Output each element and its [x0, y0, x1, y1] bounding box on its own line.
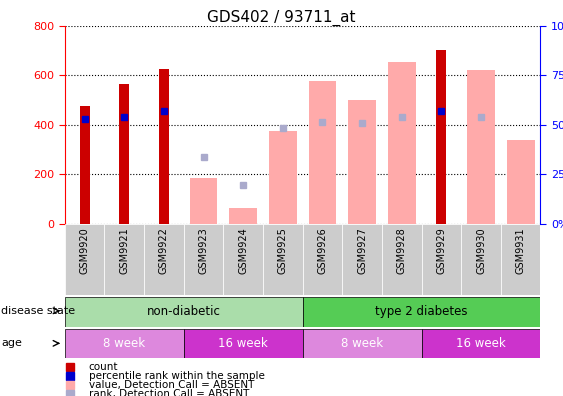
- Bar: [303, 224, 342, 295]
- Text: 8 week: 8 week: [341, 337, 383, 350]
- Text: GSM9925: GSM9925: [278, 227, 288, 274]
- Bar: [342, 224, 382, 295]
- Text: GSM9920: GSM9920: [79, 227, 90, 274]
- Text: disease state: disease state: [1, 306, 75, 316]
- Text: GDS402 / 93711_at: GDS402 / 93711_at: [207, 10, 356, 26]
- Text: GSM9923: GSM9923: [199, 227, 208, 274]
- Text: GSM9930: GSM9930: [476, 227, 486, 274]
- Bar: [309, 82, 336, 224]
- Bar: [65, 329, 184, 358]
- Bar: [303, 329, 422, 358]
- Bar: [507, 139, 534, 224]
- Text: age: age: [1, 338, 22, 348]
- Text: GSM9922: GSM9922: [159, 227, 169, 274]
- Bar: [65, 224, 104, 295]
- Bar: [119, 84, 129, 224]
- Bar: [461, 224, 501, 295]
- Bar: [190, 178, 217, 224]
- Bar: [65, 297, 303, 327]
- Text: GSM9926: GSM9926: [318, 227, 328, 274]
- Bar: [382, 224, 422, 295]
- Bar: [159, 69, 169, 224]
- Bar: [422, 224, 461, 295]
- Bar: [224, 224, 263, 295]
- Bar: [467, 70, 495, 224]
- Bar: [436, 50, 446, 224]
- Text: GSM9928: GSM9928: [397, 227, 406, 274]
- Text: value, Detection Call = ABSENT: value, Detection Call = ABSENT: [88, 380, 254, 390]
- Text: GSM9931: GSM9931: [516, 227, 526, 274]
- Bar: [348, 100, 376, 224]
- Bar: [388, 62, 415, 224]
- Text: type 2 diabetes: type 2 diabetes: [376, 305, 468, 318]
- Bar: [229, 208, 257, 224]
- Text: percentile rank within the sample: percentile rank within the sample: [88, 371, 265, 381]
- Bar: [184, 329, 303, 358]
- Text: GSM9921: GSM9921: [119, 227, 129, 274]
- Text: 8 week: 8 week: [103, 337, 145, 350]
- Bar: [144, 224, 184, 295]
- Text: non-diabetic: non-diabetic: [147, 305, 221, 318]
- Bar: [422, 329, 540, 358]
- Bar: [303, 297, 540, 327]
- Bar: [79, 106, 90, 224]
- Bar: [263, 224, 303, 295]
- Bar: [104, 224, 144, 295]
- Bar: [269, 131, 297, 224]
- Text: GSM9929: GSM9929: [436, 227, 446, 274]
- Text: rank, Detection Call = ABSENT: rank, Detection Call = ABSENT: [88, 389, 249, 396]
- Text: 16 week: 16 week: [456, 337, 506, 350]
- Text: count: count: [88, 362, 118, 372]
- Bar: [184, 224, 224, 295]
- Text: GSM9927: GSM9927: [357, 227, 367, 274]
- Text: 16 week: 16 week: [218, 337, 268, 350]
- Bar: [501, 224, 540, 295]
- Text: GSM9924: GSM9924: [238, 227, 248, 274]
